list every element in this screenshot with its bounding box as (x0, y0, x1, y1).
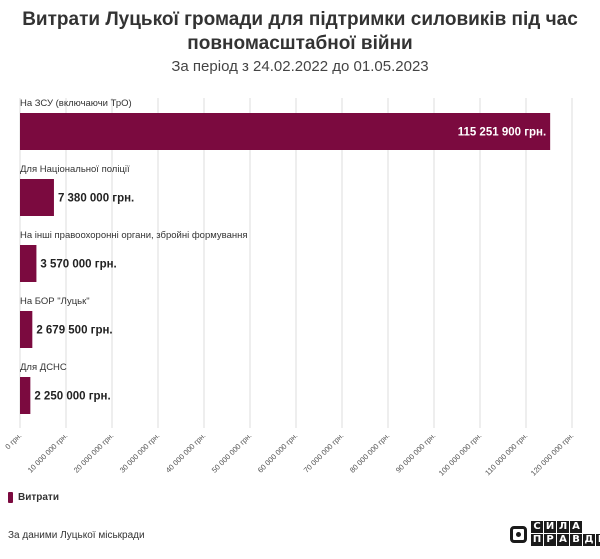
bar-chart: 0 грн. 10 000 000 грн. 20 000 000 грн. 30 0… (3, 98, 576, 478)
bar (20, 377, 31, 414)
chart-subtitle: За період з 24.02.2022 до 01.05.2023 (171, 58, 429, 75)
data-label: 3 570 000 грн. (40, 259, 116, 271)
chart-title-line-2: повномасштабної війни (187, 33, 413, 54)
logo-mark-icon (510, 525, 527, 543)
logo-letter: Д (583, 534, 595, 546)
x-tick-label: 60 000 000 грн. (256, 431, 300, 475)
bar (20, 179, 54, 216)
logo-letter: И (544, 521, 556, 533)
x-tick-label: 10 000 000 грн. (26, 431, 70, 475)
category-label: На інші правоохоронні органи, збройні фо… (20, 230, 248, 241)
x-tick-label: 110 000 000 грн. (483, 431, 529, 477)
logo-letter: А (557, 534, 569, 546)
legend[interactable]: Витрати (8, 492, 59, 503)
category-label: На БОР "Луцьк" (20, 296, 90, 307)
data-label: 7 380 000 грн. (58, 193, 134, 205)
x-tick-label: 30 000 000 грн. (118, 431, 162, 475)
x-tick-label: 20 000 000 грн. (72, 431, 116, 475)
data-label: 2 679 500 грн. (36, 325, 112, 337)
x-tick-label: 50 000 000 грн. (210, 431, 254, 475)
x-tick-label: 0 грн. (3, 431, 23, 451)
logo-letter: В (570, 534, 582, 546)
legend-swatch (8, 492, 13, 503)
logo-letter: Л (557, 521, 569, 533)
x-tick-label: 40 000 000 грн. (164, 431, 208, 475)
data-label: 115 251 900 грн. (458, 127, 546, 139)
bar (20, 311, 33, 348)
x-tick-label: 90 000 000 грн. (394, 431, 438, 475)
chart-title-line-1: Витрати Луцької громади для підтримки си… (22, 9, 578, 30)
category-label: На ЗСУ (включаючи ТрО) (20, 98, 132, 109)
logo-letter: А (570, 521, 582, 533)
x-tick-label: 70 000 000 грн. (302, 431, 346, 475)
x-tick-label: 100 000 000 грн. (437, 431, 484, 478)
logo-line-2: ПРАВДИ (531, 534, 600, 547)
logo-letter: Р (544, 534, 556, 546)
x-tick-label: 120 000 000 грн. (529, 431, 576, 478)
logo-letter: С (531, 521, 543, 533)
chart-title: Витрати Луцької громади для підтримки си… (0, 8, 600, 56)
logo-letter: И (596, 534, 600, 546)
data-label: 2 250 000 грн. (34, 391, 110, 403)
category-label: Для ДСНС (20, 362, 67, 373)
bar (20, 113, 551, 150)
category-label: Для Національної поліції (20, 164, 130, 175)
bar (20, 245, 37, 282)
source-note: За даними Луцької міськради (8, 530, 145, 541)
logo-letter: П (531, 534, 543, 546)
x-tick-label: 80 000 000 грн. (348, 431, 392, 475)
legend-label: Витрати (18, 492, 59, 503)
